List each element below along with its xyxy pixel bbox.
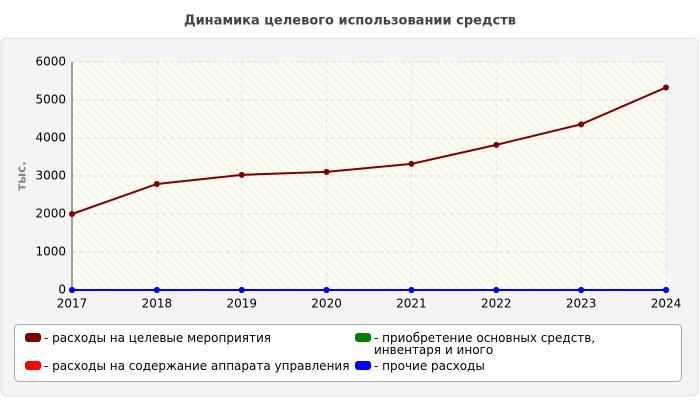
point bbox=[69, 211, 75, 217]
point bbox=[238, 171, 245, 178]
point bbox=[408, 287, 415, 293]
point bbox=[578, 287, 585, 293]
legend-label: - прочие расходы bbox=[374, 359, 485, 373]
y-tick-label: 3000 bbox=[35, 169, 66, 183]
point bbox=[663, 287, 669, 293]
legend-item: - приобретение основных средств, инвента… bbox=[355, 332, 665, 358]
point bbox=[493, 287, 500, 293]
series-line bbox=[71, 86, 667, 215]
point bbox=[408, 160, 415, 167]
x-tick-label: 2022 bbox=[481, 297, 512, 311]
legend-label: - приобретение основных средств, инвента… bbox=[374, 331, 596, 357]
legend: - расходы на целевые мероприятия - расход… bbox=[14, 324, 682, 382]
legend-swatch bbox=[25, 333, 41, 342]
point bbox=[663, 84, 669, 91]
y-tick-label: 2000 bbox=[35, 207, 66, 221]
point bbox=[153, 180, 160, 187]
legend-swatch bbox=[25, 361, 41, 370]
legend-label: - расходы на целевые мероприятия bbox=[44, 331, 271, 345]
x-tick-label: 2020 bbox=[311, 297, 342, 311]
chart-title: Динамика целевого использовании средств bbox=[184, 14, 516, 29]
x-tick-label: 2017 bbox=[57, 297, 88, 311]
point bbox=[323, 287, 330, 293]
point bbox=[153, 287, 160, 293]
point bbox=[69, 287, 75, 293]
x-tick-label: 2023 bbox=[566, 297, 597, 311]
x-tick-label: 2024 bbox=[651, 297, 682, 311]
legend-item: - расходы на целевые мероприятия bbox=[25, 332, 355, 358]
x-tick-label: 2018 bbox=[142, 297, 173, 311]
legend-item: - расходы на содержание аппарата управле… bbox=[25, 360, 355, 374]
y-tick-label: 0 bbox=[58, 283, 66, 297]
point bbox=[578, 121, 585, 128]
legend-item: - прочие расходы bbox=[355, 360, 665, 374]
x-tick-label: 2021 bbox=[396, 297, 427, 311]
y-tick-label: 6000 bbox=[35, 55, 66, 69]
y-tick-label: 1000 bbox=[35, 245, 66, 259]
legend-label: - расходы на содержание аппарата управле… bbox=[44, 359, 350, 373]
point bbox=[238, 287, 245, 293]
x-tick-label: 2019 bbox=[226, 297, 257, 311]
y-tick-label: 4000 bbox=[35, 131, 66, 145]
point bbox=[323, 168, 330, 175]
legend-swatch bbox=[355, 333, 371, 342]
y-tick-label: 5000 bbox=[35, 93, 66, 107]
point bbox=[493, 141, 500, 148]
y-axis-label: тыс. bbox=[15, 161, 29, 190]
legend-swatch bbox=[355, 361, 371, 370]
